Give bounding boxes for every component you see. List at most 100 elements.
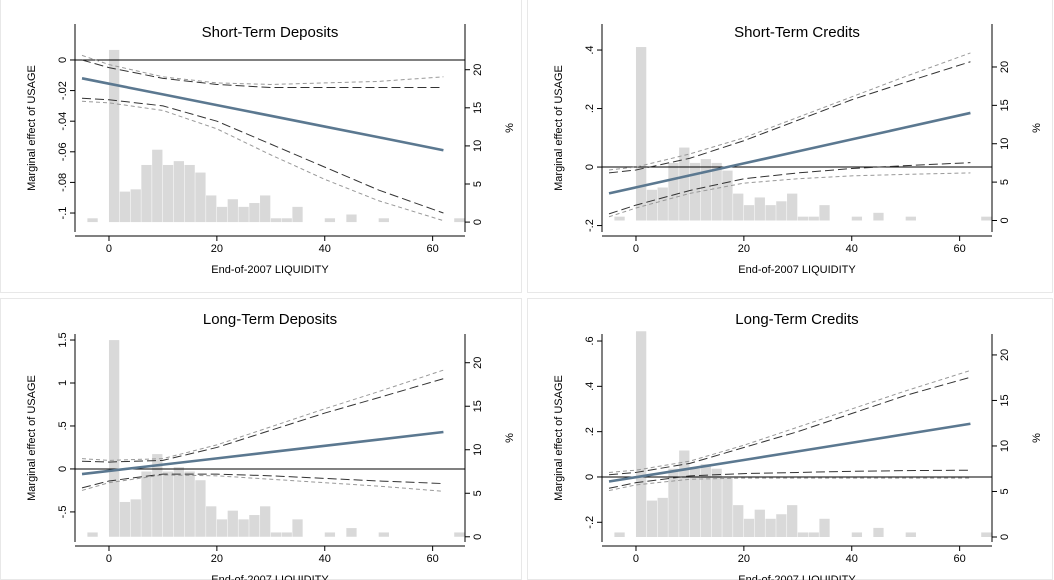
y-tick-label: .2 (584, 427, 596, 436)
y-tick-label: 0 (584, 474, 596, 480)
histogram-bar (119, 501, 131, 537)
y2-tick-label: 5 (472, 490, 484, 496)
y2-tick-label: 20 (472, 64, 484, 76)
panel-title: Long-Term Credits (735, 311, 858, 328)
histogram-bar (195, 480, 206, 537)
histogram-bar (378, 532, 389, 537)
y-tick-label: .4 (584, 45, 596, 54)
y2-tick-label: 0 (999, 534, 1011, 540)
histogram-bar (700, 464, 712, 537)
histogram-bar (905, 532, 916, 537)
y2-tick-label: 15 (472, 400, 484, 412)
histogram-bar (281, 532, 292, 537)
histogram-bar (184, 471, 195, 537)
histogram-bar (679, 147, 690, 221)
confidence-line (81, 54, 444, 85)
histogram-bar (130, 189, 141, 223)
y-tick-label: .2 (584, 104, 596, 113)
panel-border (0, 298, 522, 580)
histogram-bar (614, 532, 625, 537)
confidence-line (81, 378, 444, 463)
confidence-line (608, 52, 971, 171)
y2-axis-label: % (504, 123, 516, 133)
histogram-bar (657, 497, 668, 537)
histogram-bar (776, 514, 787, 537)
y-tick-label: -.2 (584, 219, 596, 232)
histogram-bar (141, 471, 152, 537)
histogram-bar (227, 199, 238, 223)
y2-tick-label: 0 (472, 534, 484, 540)
y-tick-label: -.2 (584, 516, 596, 529)
histogram-bar (981, 532, 992, 537)
histogram-bar (743, 518, 755, 537)
histogram-bar (873, 527, 884, 537)
x-tick-label: 0 (106, 243, 112, 255)
y-tick-label: 1 (57, 380, 69, 386)
x-tick-label: 40 (319, 553, 331, 565)
y-axis-label: Marginal effect of USAGE (26, 375, 38, 501)
histogram-bar (981, 216, 992, 221)
y-tick-label: 0 (584, 164, 596, 170)
histogram-bar (668, 162, 679, 221)
histogram-bar (689, 162, 701, 221)
histogram-bar (722, 477, 733, 537)
x-tick-label: 60 (954, 243, 966, 255)
histogram-bar (733, 505, 744, 537)
histogram-bar (87, 218, 98, 223)
y-tick-label: .5 (57, 421, 69, 430)
x-tick-label: 20 (211, 243, 223, 255)
histogram-bar (668, 468, 679, 537)
histogram-bar (260, 195, 271, 223)
histogram-bar (765, 518, 776, 537)
histogram-bar (87, 532, 98, 537)
histogram-bar (249, 203, 260, 223)
confidence-line (81, 100, 444, 222)
x-axis-label: End-of-2007 LIQUIDITY (211, 574, 329, 580)
y-tick-label: -.08 (57, 173, 69, 192)
histogram-bar (292, 519, 303, 537)
histogram-bar (152, 149, 163, 223)
confidence-line (81, 59, 444, 89)
x-tick-label: 60 (427, 553, 439, 565)
histogram-bar (851, 216, 863, 221)
histogram-bar (787, 505, 798, 537)
histogram-bar (808, 216, 819, 221)
histogram-bar (162, 164, 174, 223)
y-tick-label: .4 (584, 382, 596, 391)
histogram-bar (195, 172, 206, 223)
histogram-bar (292, 206, 303, 223)
x-tick-label: 20 (211, 553, 223, 565)
y2-tick-label: 15 (472, 102, 484, 114)
y-axis-label: Marginal effect of USAGE (553, 375, 565, 501)
histogram-bar (324, 532, 336, 537)
histogram-bar (152, 454, 163, 537)
x-axis-label: End-of-2007 LIQUIDITY (738, 264, 856, 276)
y-axis-label: Marginal effect of USAGE (553, 65, 565, 191)
histogram-bar (679, 450, 690, 537)
y2-tick-label: 20 (999, 349, 1011, 361)
confidence-line (81, 97, 444, 214)
histogram-bar (119, 191, 131, 223)
y-tick-label: -.5 (57, 505, 69, 518)
histogram-bar (646, 500, 658, 537)
histogram-bar (808, 532, 819, 537)
y-tick-label: -.04 (57, 112, 69, 131)
x-axis-label: End-of-2007 LIQUIDITY (738, 574, 856, 580)
y-tick-label: -.02 (57, 81, 69, 100)
confidence-line (608, 370, 971, 473)
panel-title: Long-Term Deposits (203, 311, 337, 328)
histogram-bar (797, 216, 809, 221)
histogram-bar (346, 214, 357, 223)
confidence-line (608, 477, 971, 492)
y2-tick-label: 10 (472, 444, 484, 456)
panel-border (527, 0, 1053, 293)
y2-axis-label: % (1031, 433, 1043, 443)
x-tick-label: 40 (846, 553, 858, 565)
histogram-bar (216, 519, 228, 537)
histogram-bar (162, 471, 174, 537)
y-tick-label: 1.5 (57, 332, 69, 347)
effect-line (608, 111, 971, 195)
histogram-bar (238, 519, 249, 537)
histogram-bar (851, 532, 863, 537)
